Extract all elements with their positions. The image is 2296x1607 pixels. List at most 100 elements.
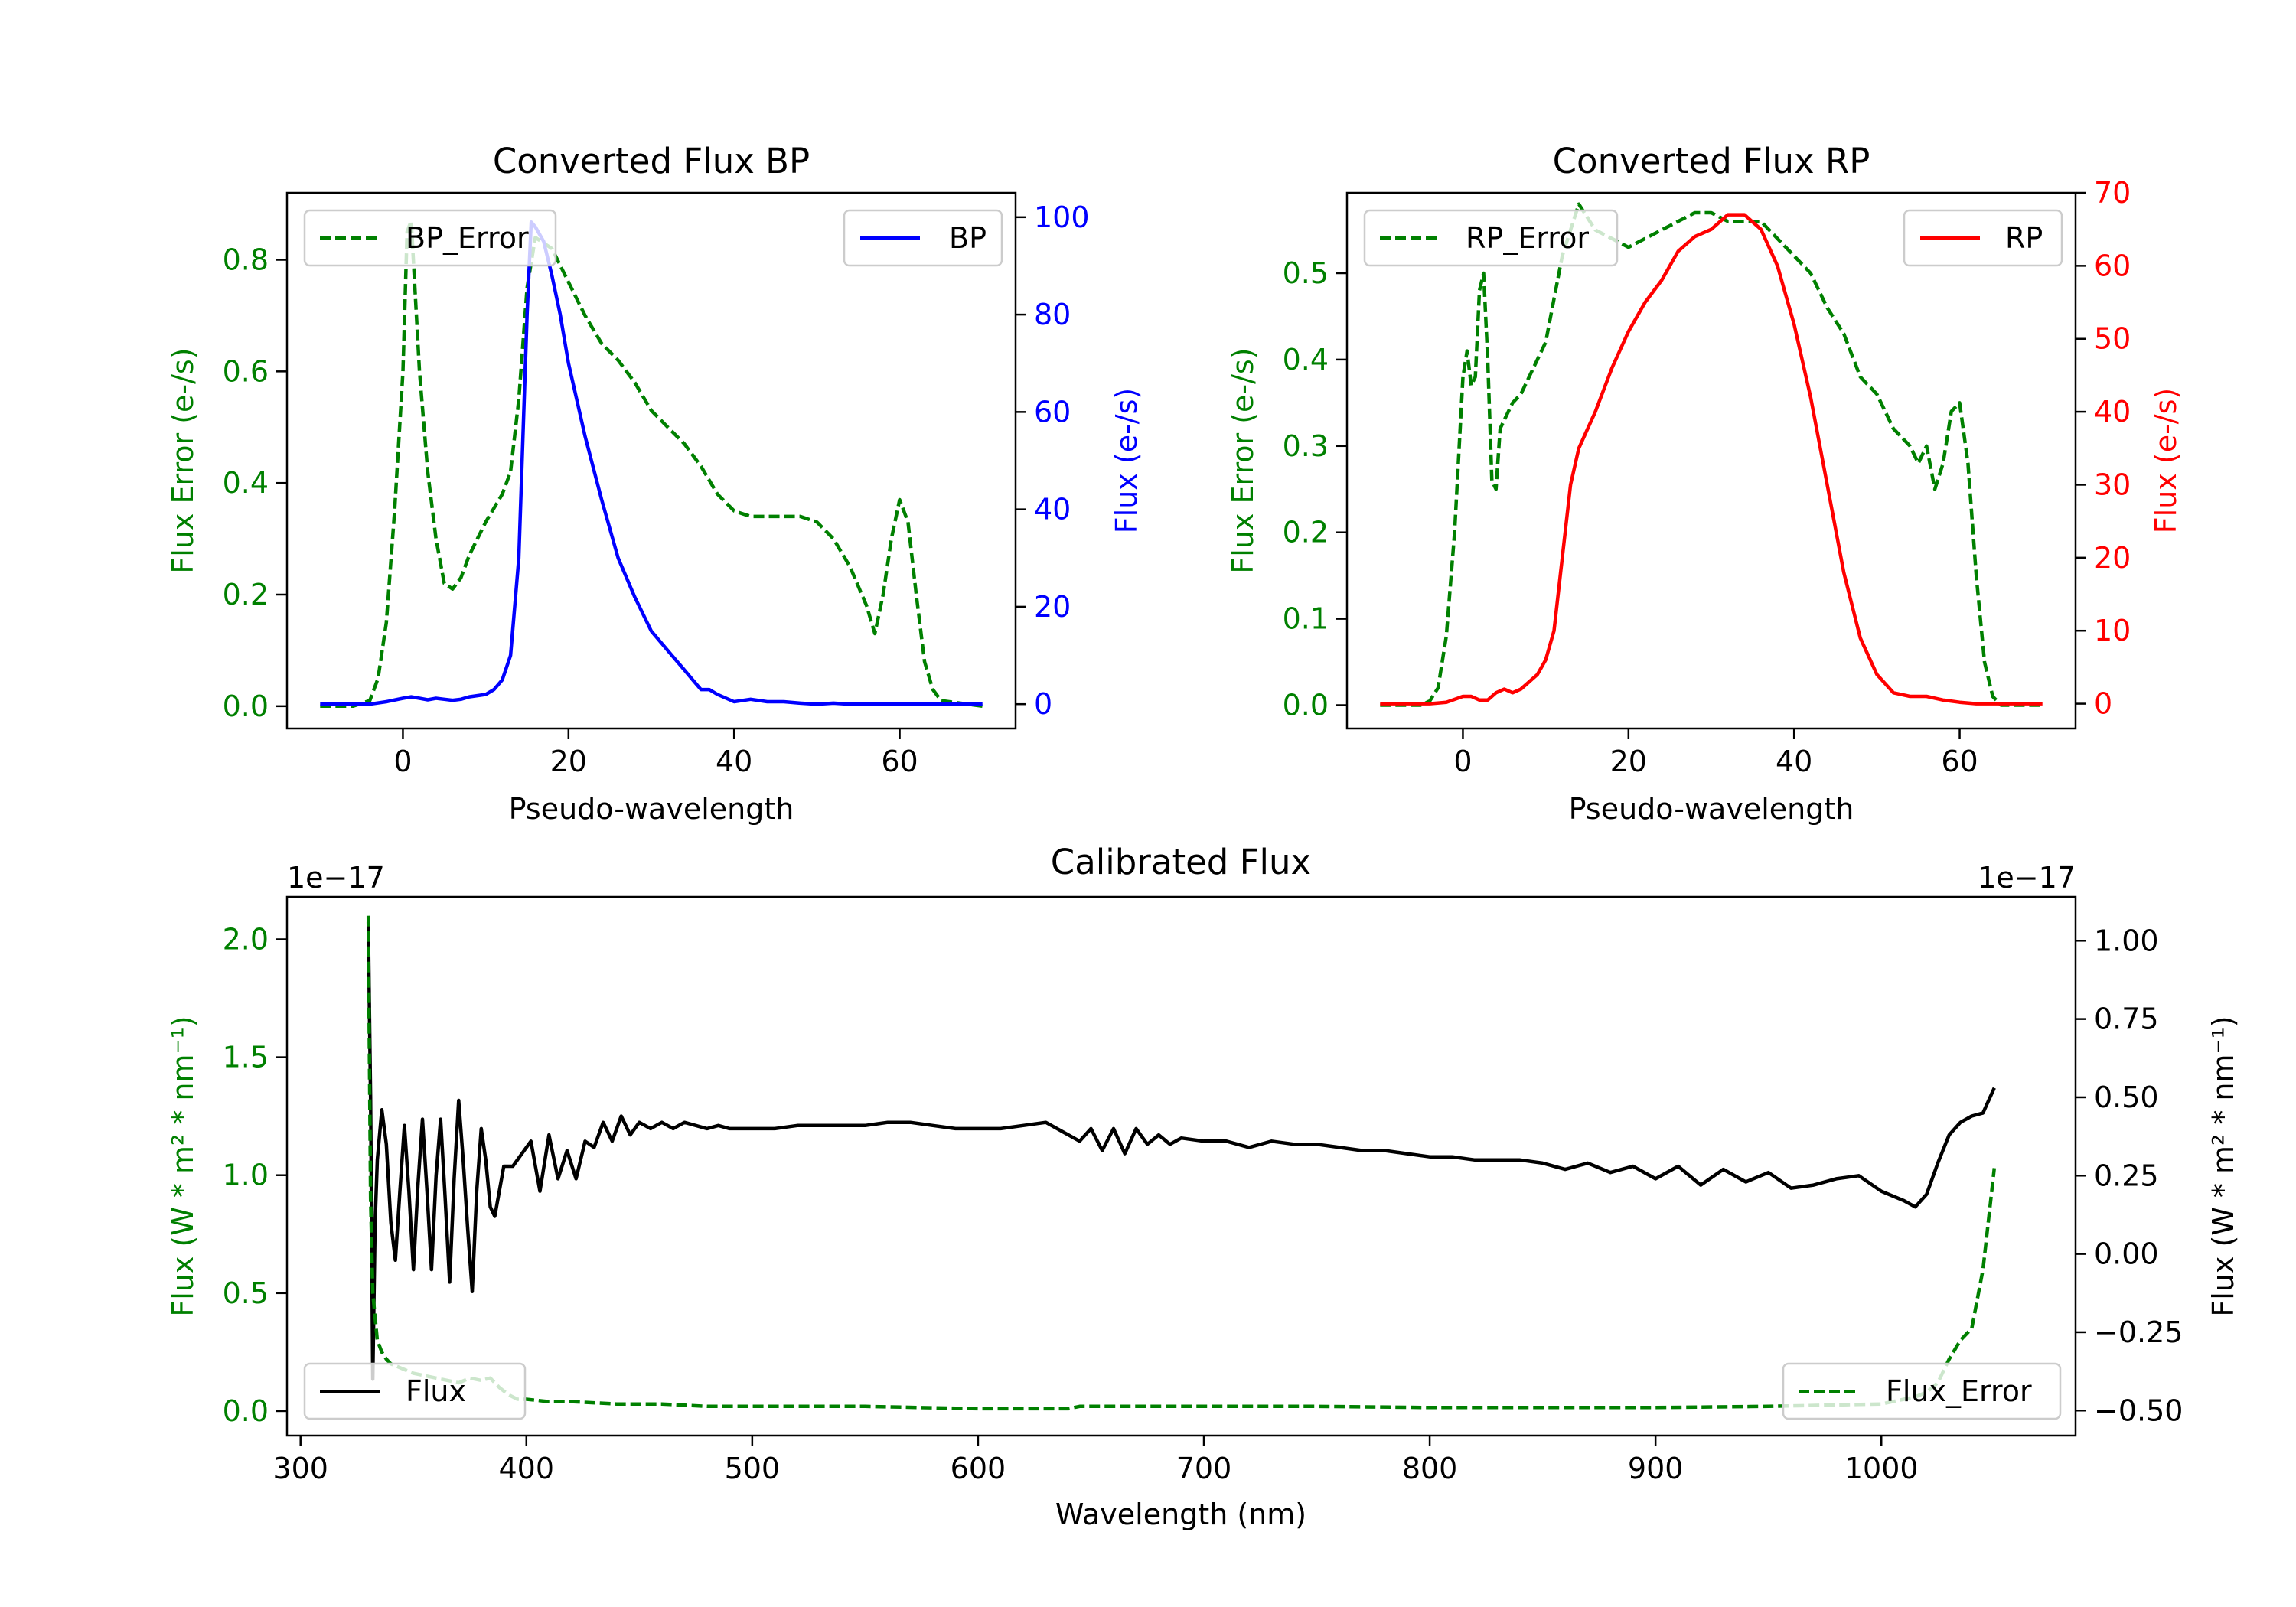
plot-frame bbox=[285, 191, 1017, 730]
right-y-tick-label: 70 bbox=[2094, 176, 2131, 210]
left-y-axis-ticks: 0.0 0.2 0.4 0.6 0.8 bbox=[223, 243, 287, 723]
right-y-tick-label: 0.00 bbox=[2094, 1237, 2159, 1271]
legend-left: Flux bbox=[303, 1362, 527, 1420]
left-y-tick-label: 0.4 bbox=[1283, 343, 1329, 376]
x-tick-label: 700 bbox=[1176, 1452, 1232, 1485]
left-y-axis-label: Flux Error (e-/s) bbox=[1226, 347, 1260, 573]
series-line-rp bbox=[1380, 213, 2043, 706]
legend-label: Flux bbox=[406, 1374, 466, 1408]
x-tick-label: 400 bbox=[499, 1452, 555, 1485]
x-tick-label: 300 bbox=[272, 1452, 328, 1485]
right-y-tick-label: 20 bbox=[2094, 541, 2131, 575]
left-y-tick-label: 0.8 bbox=[223, 243, 269, 277]
left-y-tick-label: 0.0 bbox=[1283, 689, 1329, 722]
left-y-tick-label: 0.5 bbox=[1283, 256, 1329, 290]
left-offset-label: 1e−17 bbox=[287, 861, 385, 895]
x-axis-label: Pseudo-wavelength bbox=[1569, 792, 1854, 826]
x-tick-label: 900 bbox=[1628, 1452, 1684, 1485]
right-y-axis-label: Flux (e-/s) bbox=[2149, 388, 2183, 533]
right-y-tick-label: 1.00 bbox=[2094, 924, 2159, 957]
right-y-tick-label: 60 bbox=[2094, 249, 2131, 282]
left-y-tick-label: 2.0 bbox=[223, 922, 269, 956]
legend-right: RP bbox=[1903, 209, 2063, 267]
x-axis-ticks: 300 400 500 600 700 800 900 1000 bbox=[272, 1436, 1919, 1485]
left-y-tick-label: 0.3 bbox=[1283, 429, 1329, 463]
right-y-axis-ticks: 0 10 20 30 40 50 60 70 bbox=[2076, 176, 2131, 721]
legend-label: Flux_Error bbox=[1886, 1374, 2032, 1408]
x-tick-label: 0 bbox=[1453, 745, 1472, 778]
right-y-tick-label: 0.50 bbox=[2094, 1081, 2159, 1114]
right-y-tick-label: 0 bbox=[2094, 687, 2112, 721]
x-tick-label: 20 bbox=[1610, 745, 1647, 778]
series-group bbox=[320, 219, 983, 709]
left-y-tick-label: 0.1 bbox=[1283, 602, 1329, 636]
chart-title: Calibrated Flux bbox=[1051, 842, 1311, 882]
left-y-axis-ticks: 0.0 0.1 0.2 0.3 0.4 0.5 bbox=[1283, 256, 1347, 722]
x-tick-label: 1000 bbox=[1844, 1452, 1919, 1485]
x-tick-label: 40 bbox=[716, 745, 752, 778]
chart-calibrated-flux: Calibrated Flux 1e−17 1e−17 300 400 500 600… bbox=[166, 842, 2240, 1531]
right-y-tick-label: 40 bbox=[1034, 493, 1071, 526]
x-axis-label: Pseudo-wavelength bbox=[509, 792, 794, 826]
left-y-tick-label: 0.6 bbox=[223, 354, 269, 388]
left-y-tick-label: 1.0 bbox=[223, 1159, 269, 1192]
right-y-tick-label: 30 bbox=[2094, 468, 2131, 501]
series-line-bp bbox=[320, 220, 983, 706]
right-y-tick-label: 40 bbox=[2094, 395, 2131, 429]
right-y-tick-label: 60 bbox=[1034, 395, 1071, 429]
left-y-tick-label: 0.0 bbox=[223, 1394, 269, 1428]
right-y-tick-label: −0.25 bbox=[2094, 1315, 2183, 1349]
left-y-tick-label: 0.0 bbox=[223, 689, 269, 723]
legend-right: Flux_Error bbox=[1782, 1362, 2062, 1420]
right-offset-label: 1e−17 bbox=[1978, 861, 2076, 895]
legend-label: RP bbox=[2005, 221, 2043, 255]
legend-label: BP_Error bbox=[406, 221, 529, 255]
x-tick-label: 60 bbox=[881, 745, 918, 778]
right-y-axis-label: Flux (e-/s) bbox=[1110, 388, 1143, 533]
right-y-axis-ticks: −0.50 −0.25 0.00 0.25 0.50 0.75 1.00 bbox=[2076, 924, 2183, 1427]
chart-converted-flux-bp: Converted Flux BP 0 20 40 60 0.00.20.40.60.… bbox=[166, 141, 1143, 826]
series-line-rp-error bbox=[1380, 202, 2043, 707]
series-line-bp-error bbox=[320, 219, 983, 709]
legend-left: RP_Error bbox=[1363, 209, 1619, 267]
x-tick-label: 600 bbox=[951, 1452, 1006, 1485]
x-tick-label: 20 bbox=[550, 745, 587, 778]
plot-frame bbox=[285, 895, 2077, 1437]
left-y-tick-label: 0.2 bbox=[223, 578, 269, 611]
right-y-tick-label: 10 bbox=[2094, 614, 2131, 647]
right-y-tick-label: 0 bbox=[1034, 687, 1052, 721]
chart-title: Converted Flux BP bbox=[493, 141, 810, 181]
left-y-axis-ticks: 0.0 0.5 1.0 1.5 2.0 bbox=[223, 922, 287, 1428]
left-y-tick-label: 0.4 bbox=[223, 466, 269, 500]
right-y-tick-label: 0.75 bbox=[2094, 1002, 2159, 1036]
series-group bbox=[1380, 202, 2043, 707]
legend-label: BP bbox=[949, 221, 987, 255]
left-y-axis-label: Flux (W * m² * nm⁻¹) bbox=[166, 1015, 200, 1316]
x-tick-label: 60 bbox=[1941, 745, 1978, 778]
right-y-axis-label: Flux (W * m² * nm⁻¹) bbox=[2206, 1015, 2240, 1316]
right-y-tick-label: 50 bbox=[2094, 322, 2131, 356]
x-tick-label: 800 bbox=[1402, 1452, 1458, 1485]
series-line-flux bbox=[366, 921, 1996, 1381]
right-y-tick-label: 100 bbox=[1034, 200, 1090, 234]
chart-title: Converted Flux RP bbox=[1553, 141, 1870, 181]
right-y-tick-label: −0.50 bbox=[2094, 1393, 2183, 1427]
x-tick-label: 0 bbox=[393, 745, 412, 778]
legend-left: BP_Error bbox=[303, 209, 557, 267]
right-y-tick-label: 80 bbox=[1034, 298, 1071, 331]
x-axis-ticks: 0 20 40 60 bbox=[393, 729, 918, 778]
x-axis-ticks: 0 20 40 60 bbox=[1453, 729, 1978, 778]
left-y-axis-label: Flux Error (e-/s) bbox=[166, 347, 200, 573]
plot-frame bbox=[1345, 191, 2077, 730]
legend-label: RP_Error bbox=[1466, 221, 1589, 255]
left-y-tick-label: 1.5 bbox=[223, 1041, 269, 1074]
left-y-tick-label: 0.5 bbox=[223, 1276, 269, 1310]
x-tick-label: 40 bbox=[1776, 745, 1812, 778]
x-tick-label: 500 bbox=[725, 1452, 781, 1485]
right-y-tick-label: 0.25 bbox=[2094, 1159, 2159, 1192]
legend-right: BP bbox=[843, 209, 1003, 267]
right-y-tick-label: 20 bbox=[1034, 590, 1071, 624]
left-y-tick-label: 0.2 bbox=[1283, 516, 1329, 549]
